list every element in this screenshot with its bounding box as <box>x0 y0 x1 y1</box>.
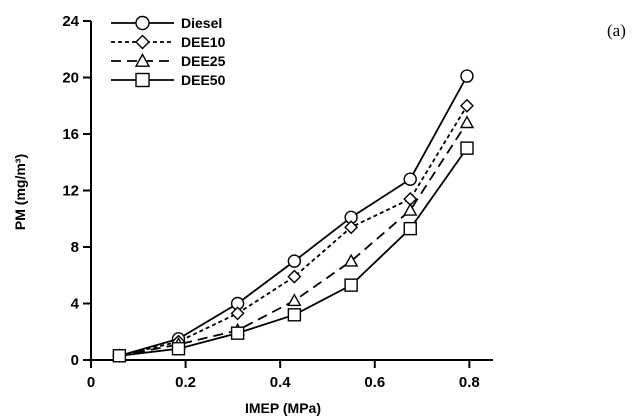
data-point-dee25 <box>403 202 418 216</box>
y-tick-label: 24 <box>62 13 79 30</box>
y-tick-label: 12 <box>62 183 79 200</box>
data-point-dee10 <box>230 306 245 321</box>
plot-area: 0 4 8 12 16 20 24 0 0.2 0.4 0.6 0.8 Diesel DEE10 DEE25… <box>62 13 493 391</box>
data-point-dee50 <box>460 141 474 155</box>
x-axis-title: IMEP (MPa) <box>245 400 321 416</box>
data-point-dee25 <box>287 293 302 307</box>
y-axis-title: PM (mg/m³) <box>12 154 28 230</box>
legend-marker-dee25 <box>134 53 151 67</box>
legend-label-dee10: DEE10 <box>181 34 226 50</box>
x-tick-label: 0.8 <box>459 374 480 391</box>
legend-marker-diesel <box>135 15 150 31</box>
y-tick-label: 16 <box>62 126 79 143</box>
data-point-dee25 <box>343 253 359 267</box>
data-point-diesel <box>460 69 474 83</box>
y-tick-label: 8 <box>71 239 79 256</box>
data-point-dee10 <box>287 269 302 284</box>
data-point-dee50 <box>403 221 417 236</box>
y-tick-label: 20 <box>62 70 79 87</box>
legend-marker-dee10 <box>135 34 150 50</box>
y-tick-label: 4 <box>71 296 80 313</box>
legend-label-dee50: DEE50 <box>181 72 226 88</box>
y-tick-label: 0 <box>71 352 79 369</box>
panel-label: (a) <box>607 21 626 40</box>
x-tick-label: 0.6 <box>364 374 385 391</box>
x-tick-label: 0.4 <box>270 374 292 391</box>
data-point-dee50 <box>287 308 302 322</box>
legend-label-diesel: Diesel <box>181 15 222 31</box>
data-point-dee50 <box>112 349 127 363</box>
data-point-diesel <box>287 254 302 268</box>
data-point-dee50 <box>230 326 245 340</box>
data-point-diesel <box>403 172 417 186</box>
data-point-dee10 <box>459 98 474 113</box>
data-point-dee25 <box>459 115 475 129</box>
data-point-dee50 <box>344 278 358 292</box>
x-tick-label: 0.2 <box>175 374 196 391</box>
data-point-dee50 <box>171 342 186 356</box>
legend-label-dee25: DEE25 <box>181 53 226 69</box>
legend-marker-dee50 <box>135 72 150 88</box>
data-point-dee10 <box>344 220 359 235</box>
x-tick-label: 0 <box>87 374 95 391</box>
